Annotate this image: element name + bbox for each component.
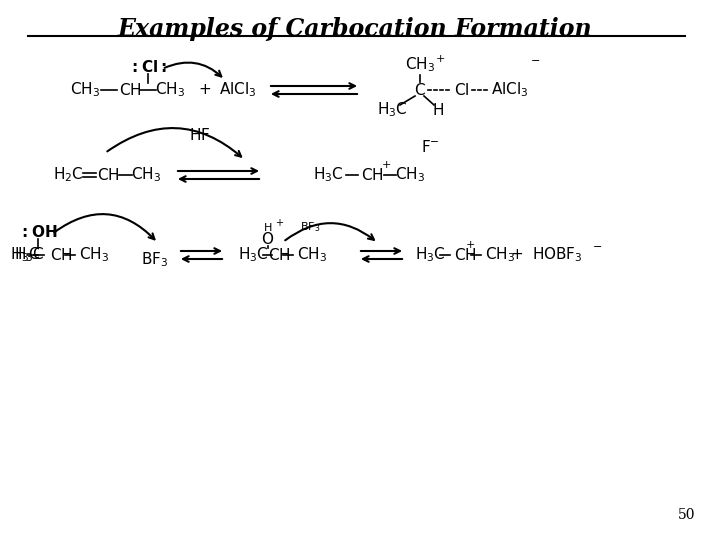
Text: $-$: $-$: [592, 240, 602, 250]
Text: $\mathrm{BF_3}$: $\mathrm{BF_3}$: [141, 251, 168, 269]
Text: $\mathrm{H_3C}$: $\mathrm{H_3C}$: [377, 100, 408, 119]
Text: $+$: $+$: [276, 217, 284, 227]
Text: $\mathrm{CH_3}$: $\mathrm{CH_3}$: [405, 56, 435, 75]
Text: Examples of Carbocation Formation: Examples of Carbocation Formation: [117, 17, 593, 41]
Text: $\mathrm{CH}$: $\mathrm{CH}$: [50, 247, 73, 263]
Text: $\mathrm{O}$: $\mathrm{O}$: [261, 231, 274, 247]
Text: $\mathrm{CH_3}$: $\mathrm{CH_3}$: [70, 80, 100, 99]
Text: $\mathrm{H_3C}$: $\mathrm{H_3C}$: [312, 166, 343, 184]
Text: $+$: $+$: [510, 248, 523, 262]
Text: $+$: $+$: [381, 159, 391, 171]
Text: $\bf{:OH}$: $\bf{:OH}$: [19, 224, 57, 240]
Text: $\mathrm{CH_3}$: $\mathrm{CH_3}$: [131, 166, 161, 184]
Text: $\bf{:Cl:}$: $\bf{:Cl:}$: [129, 59, 167, 75]
Text: $+$: $+$: [199, 83, 212, 97]
Text: $\mathrm{CH_3}$: $\mathrm{CH_3}$: [395, 166, 425, 184]
Text: $\mathrm{H_3C}$: $\mathrm{H_3C}$: [10, 246, 40, 265]
Text: $\mathrm{Cl}$: $\mathrm{Cl}$: [454, 82, 469, 98]
Text: $+$: $+$: [435, 53, 445, 64]
Text: $\mathrm{CH}$: $\mathrm{CH}$: [361, 167, 383, 183]
Text: $\mathrm{H_3C}$: $\mathrm{H_3C}$: [14, 246, 45, 265]
Text: $-$: $-$: [530, 54, 540, 64]
Text: $\mathrm{HF}$: $\mathrm{HF}$: [189, 127, 211, 143]
Text: $\mathrm{CH_3}$: $\mathrm{CH_3}$: [297, 246, 327, 265]
Text: $\mathrm{CH}$: $\mathrm{CH}$: [454, 247, 477, 263]
Text: $\mathrm{BF_3}$: $\mathrm{BF_3}$: [300, 220, 320, 234]
Text: $\mathrm{HOBF_3}$: $\mathrm{HOBF_3}$: [532, 246, 582, 265]
Text: $\mathrm{C}$: $\mathrm{C}$: [414, 82, 426, 98]
Text: $\mathrm{CH}$: $\mathrm{CH}$: [96, 167, 120, 183]
Text: $\mathrm{CH_3}$: $\mathrm{CH_3}$: [485, 246, 515, 265]
Text: $\mathrm{AlCl_3}$: $\mathrm{AlCl_3}$: [219, 80, 257, 99]
Text: $\mathrm{H_3C}$: $\mathrm{H_3C}$: [415, 246, 446, 265]
Text: $\mathrm{H_2C}$: $\mathrm{H_2C}$: [53, 166, 84, 184]
Text: $\mathrm{CH_3}$: $\mathrm{CH_3}$: [79, 246, 109, 265]
Text: $\mathrm{F}^{-}$: $\mathrm{F}^{-}$: [420, 139, 439, 155]
Text: $\mathrm{H_3C}$: $\mathrm{H_3C}$: [238, 246, 269, 265]
Text: $\mathrm{CH}$: $\mathrm{CH}$: [268, 247, 291, 263]
Text: $\mathrm{CH}$: $\mathrm{CH}$: [119, 82, 141, 98]
Text: $+$: $+$: [465, 240, 475, 251]
Text: $\mathrm{H}$: $\mathrm{H}$: [264, 221, 273, 233]
Text: $\mathrm{AlCl_3}$: $\mathrm{AlCl_3}$: [491, 80, 528, 99]
Text: 50: 50: [678, 508, 695, 522]
Text: $\mathrm{H}$: $\mathrm{H}$: [432, 102, 444, 118]
Text: $\mathrm{CH_3}$: $\mathrm{CH_3}$: [155, 80, 185, 99]
